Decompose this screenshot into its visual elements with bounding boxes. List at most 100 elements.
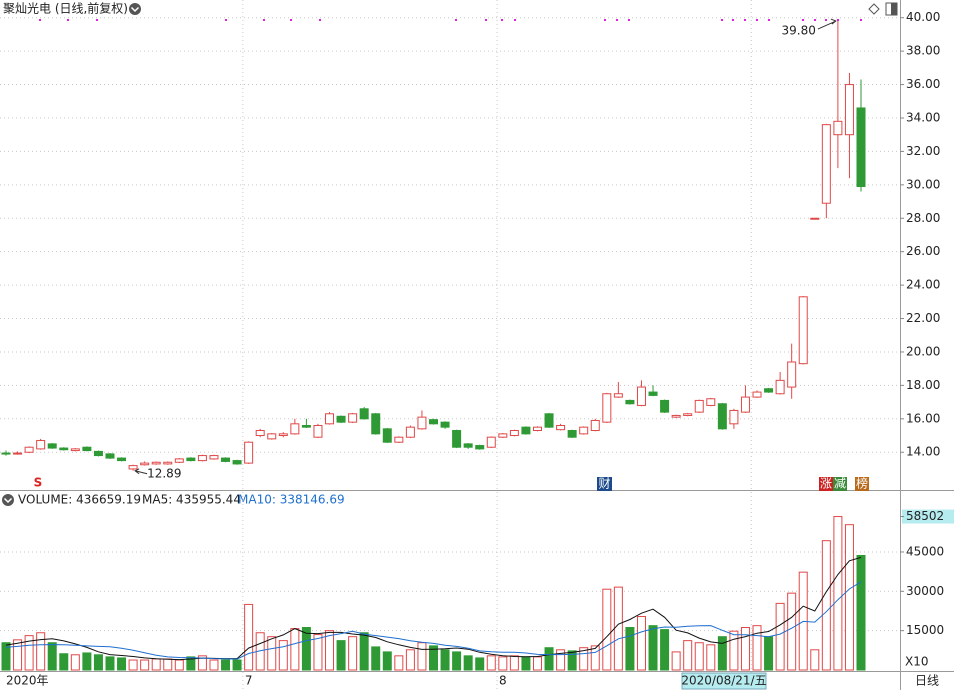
y-tick-label: 40.00	[906, 10, 940, 24]
diamond-button[interactable]	[868, 3, 880, 15]
signal-dot	[67, 19, 69, 21]
candle-body	[764, 388, 774, 393]
volume-bar	[371, 646, 381, 671]
y-tick-label: 22.00	[906, 311, 940, 325]
volume-bar	[59, 653, 69, 671]
candle-body	[798, 296, 808, 365]
y-tick-label: 20.00	[906, 344, 940, 358]
signal-dot	[628, 19, 630, 21]
volume-bar	[382, 651, 392, 671]
candle-body	[359, 408, 369, 420]
volume-bar	[417, 642, 427, 671]
candle-body	[729, 409, 739, 425]
candle-body	[463, 443, 473, 448]
candle-body	[47, 443, 57, 449]
volume-bar	[13, 639, 23, 671]
volume-bar	[509, 655, 519, 671]
event-marker[interactable]: 财	[598, 477, 610, 491]
y-tick-label: 58502	[906, 509, 944, 523]
volume-bar	[267, 636, 277, 671]
volume-bar	[244, 603, 254, 671]
event-marker[interactable]: 涨	[820, 476, 832, 491]
annotation-label: 39.80	[782, 24, 816, 38]
annotation-label: 12.89	[147, 466, 181, 480]
signal-dot	[616, 19, 618, 21]
candle-body	[660, 399, 670, 413]
x-tick-label: 2020年	[6, 674, 49, 688]
candle-body	[417, 416, 427, 430]
panel-button[interactable]	[885, 2, 898, 16]
candle-body	[833, 120, 843, 136]
volume-bar	[36, 632, 46, 671]
legend-volume: VOLUME: 436659.19	[18, 493, 141, 507]
volume-bar	[440, 649, 450, 671]
candle-body	[671, 414, 681, 418]
candle-body	[648, 391, 658, 396]
volume-bar	[221, 659, 231, 671]
y-tick-label: 18.00	[906, 378, 940, 392]
volume-bar	[174, 659, 184, 671]
candle-body	[856, 107, 866, 188]
candle-body	[186, 457, 196, 462]
candle-body	[579, 426, 589, 435]
signal-dot	[96, 19, 98, 21]
event-marker[interactable]: 榜	[856, 476, 868, 491]
y-tick-label: 15000	[906, 623, 944, 637]
y-tick-label: 36.00	[906, 77, 940, 91]
candle-body	[267, 433, 277, 440]
event-marker[interactable]: S	[34, 476, 43, 490]
volume-bar	[579, 647, 589, 671]
volume-bar	[429, 645, 438, 671]
volume-bar	[394, 655, 404, 671]
candle-body	[486, 436, 496, 448]
candle-body	[140, 462, 150, 466]
y-tick-label: 16.00	[906, 411, 940, 425]
candle-body	[70, 448, 80, 452]
volume-bar	[556, 649, 566, 671]
candle-body	[775, 379, 785, 395]
title-dropdown[interactable]	[129, 3, 141, 15]
period-label: 日线	[915, 674, 939, 688]
volume-bar	[117, 657, 127, 671]
signal-dot	[485, 19, 487, 21]
event-marker[interactable]: 减	[834, 477, 846, 491]
volume-bar	[729, 630, 739, 671]
candle-body	[82, 446, 92, 452]
signal-dot	[514, 19, 516, 21]
candle-body	[556, 424, 566, 431]
candle-body	[336, 415, 346, 423]
candle-body	[810, 217, 820, 220]
candle-body	[117, 457, 127, 462]
legend-ma10: MA10: 338146.69	[238, 493, 345, 507]
candle-body	[521, 426, 531, 435]
candle-body	[752, 391, 762, 398]
candle-body	[255, 430, 265, 437]
volume-bar	[197, 655, 207, 671]
volume-bar	[625, 627, 635, 671]
volume-bar	[544, 647, 554, 671]
signal-dot	[721, 19, 723, 21]
cursor-date: 2020/08/21/五	[681, 674, 766, 688]
signal-dot	[501, 19, 503, 21]
candle-body	[59, 447, 69, 451]
candle-body	[93, 450, 103, 457]
candle-body	[544, 413, 554, 428]
candle-body	[498, 433, 508, 438]
volume-bar	[613, 586, 623, 671]
candle-body	[475, 445, 485, 450]
candle-body	[1, 452, 11, 455]
volume-dropdown[interactable]	[2, 494, 14, 506]
candle-body	[290, 423, 300, 435]
volume-bar	[590, 645, 600, 671]
volume-bar	[1, 642, 11, 671]
volume-bar	[844, 524, 854, 671]
volume-bar	[787, 592, 797, 671]
event-badge	[855, 477, 869, 491]
volume-bar	[278, 640, 288, 671]
volume-bar	[105, 656, 115, 671]
ma-line	[5, 556, 862, 661]
volume-bar	[232, 659, 242, 671]
